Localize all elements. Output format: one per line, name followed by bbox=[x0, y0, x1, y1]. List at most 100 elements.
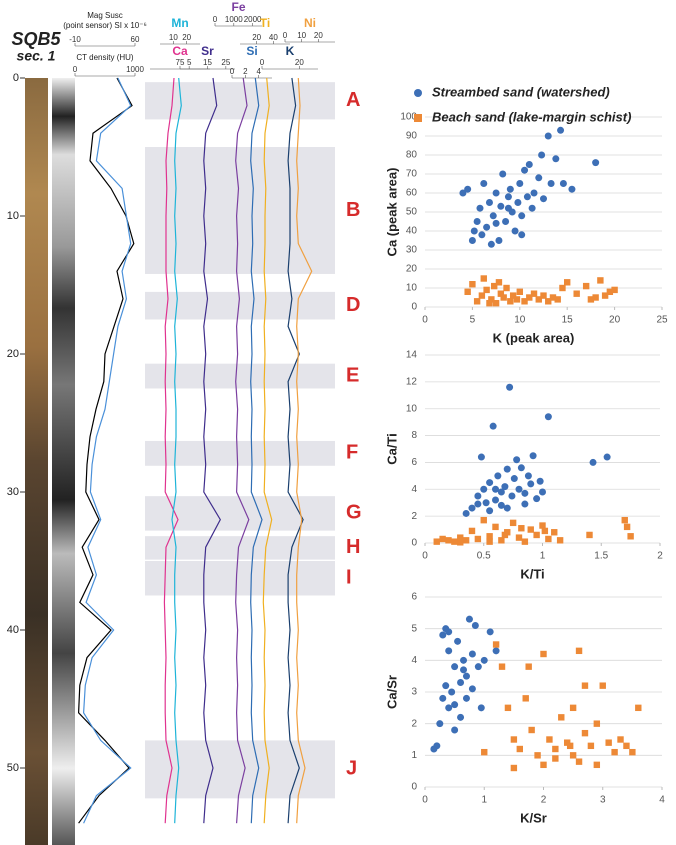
x-tick-label: 0.5 bbox=[477, 551, 491, 562]
core-photo bbox=[25, 78, 48, 845]
track-tick-label: 20 bbox=[252, 33, 261, 42]
point bbox=[521, 500, 529, 508]
zone-label: B bbox=[346, 199, 360, 221]
track-tick-label: 15 bbox=[203, 58, 212, 67]
track-name: Si bbox=[246, 44, 257, 58]
point bbox=[486, 628, 494, 636]
point bbox=[611, 286, 618, 294]
point bbox=[462, 694, 470, 702]
point bbox=[451, 726, 459, 734]
y-tick-label: 30 bbox=[406, 245, 418, 256]
point bbox=[439, 535, 446, 543]
point bbox=[540, 292, 547, 299]
y-tick-label: 0 bbox=[411, 782, 417, 793]
core-title: SQB5 bbox=[11, 29, 61, 49]
track-curve bbox=[203, 77, 221, 824]
point bbox=[603, 453, 611, 461]
point bbox=[473, 218, 481, 225]
x-tick-label: 0 bbox=[422, 795, 428, 806]
point bbox=[575, 758, 583, 765]
point bbox=[480, 516, 487, 524]
point bbox=[503, 284, 510, 292]
zone-band bbox=[145, 147, 335, 274]
y-axis-label: Ca/Sr bbox=[384, 675, 399, 709]
point bbox=[538, 151, 546, 159]
point bbox=[448, 688, 456, 696]
track-tick-label: 10 bbox=[169, 33, 178, 42]
y-tick-label: 12 bbox=[406, 376, 418, 387]
point bbox=[474, 500, 482, 508]
point bbox=[605, 739, 612, 746]
point bbox=[540, 650, 547, 658]
point bbox=[521, 538, 529, 545]
point bbox=[559, 180, 567, 187]
point bbox=[480, 656, 488, 664]
track-tick-label: 0 bbox=[73, 65, 78, 74]
point bbox=[492, 496, 499, 504]
track-name: Mag Susc bbox=[87, 11, 123, 20]
point bbox=[557, 126, 565, 134]
y-tick-label: 2 bbox=[411, 511, 417, 522]
point bbox=[433, 538, 440, 545]
zone-band bbox=[145, 440, 335, 466]
y-tick-label: 5 bbox=[411, 623, 417, 634]
track-name: Ca bbox=[172, 44, 188, 58]
point bbox=[457, 713, 465, 721]
zone-band bbox=[145, 536, 335, 560]
legend-label: Streambed sand (watershed) bbox=[432, 84, 610, 99]
y-tick-label: 4 bbox=[411, 655, 417, 666]
point bbox=[516, 180, 524, 187]
point bbox=[522, 695, 529, 702]
point bbox=[457, 534, 464, 541]
point bbox=[623, 523, 631, 531]
point bbox=[473, 298, 481, 305]
point bbox=[525, 161, 533, 168]
point bbox=[477, 704, 485, 712]
y-tick-label: 10 bbox=[406, 283, 418, 294]
point bbox=[497, 501, 505, 509]
point bbox=[539, 522, 546, 529]
point bbox=[535, 296, 542, 303]
zone-label: D bbox=[346, 294, 360, 316]
point bbox=[492, 641, 500, 648]
track-name: Ni bbox=[304, 16, 316, 30]
point bbox=[454, 637, 462, 645]
point bbox=[508, 492, 516, 500]
track-name: Mn bbox=[171, 16, 188, 30]
point bbox=[474, 663, 482, 671]
point bbox=[502, 218, 510, 225]
point bbox=[559, 284, 566, 292]
point bbox=[488, 296, 495, 303]
track-curve bbox=[171, 77, 182, 824]
y-tick-label: 3 bbox=[411, 687, 417, 698]
point bbox=[491, 282, 498, 290]
y-tick-label: 8 bbox=[411, 430, 417, 441]
point bbox=[495, 279, 503, 286]
track-tick-label: 1000 bbox=[225, 15, 243, 24]
point bbox=[527, 480, 535, 488]
point bbox=[521, 166, 529, 174]
point bbox=[521, 489, 529, 497]
point bbox=[457, 539, 464, 546]
point bbox=[581, 682, 589, 689]
point bbox=[629, 748, 636, 756]
point bbox=[468, 237, 476, 244]
point bbox=[506, 383, 514, 391]
point bbox=[486, 507, 494, 515]
point bbox=[507, 298, 514, 305]
track-curve bbox=[287, 77, 304, 824]
point bbox=[601, 292, 609, 299]
point bbox=[468, 527, 476, 535]
ct-image bbox=[52, 78, 75, 845]
track-tick-label: 75 bbox=[176, 58, 185, 67]
point bbox=[492, 300, 500, 307]
point bbox=[515, 485, 523, 493]
point bbox=[627, 533, 634, 540]
point bbox=[504, 704, 512, 712]
point bbox=[506, 185, 514, 193]
point bbox=[558, 714, 565, 721]
track-tick-label: 4 bbox=[256, 67, 261, 76]
point bbox=[513, 456, 521, 464]
track-name: Ti bbox=[260, 16, 270, 30]
